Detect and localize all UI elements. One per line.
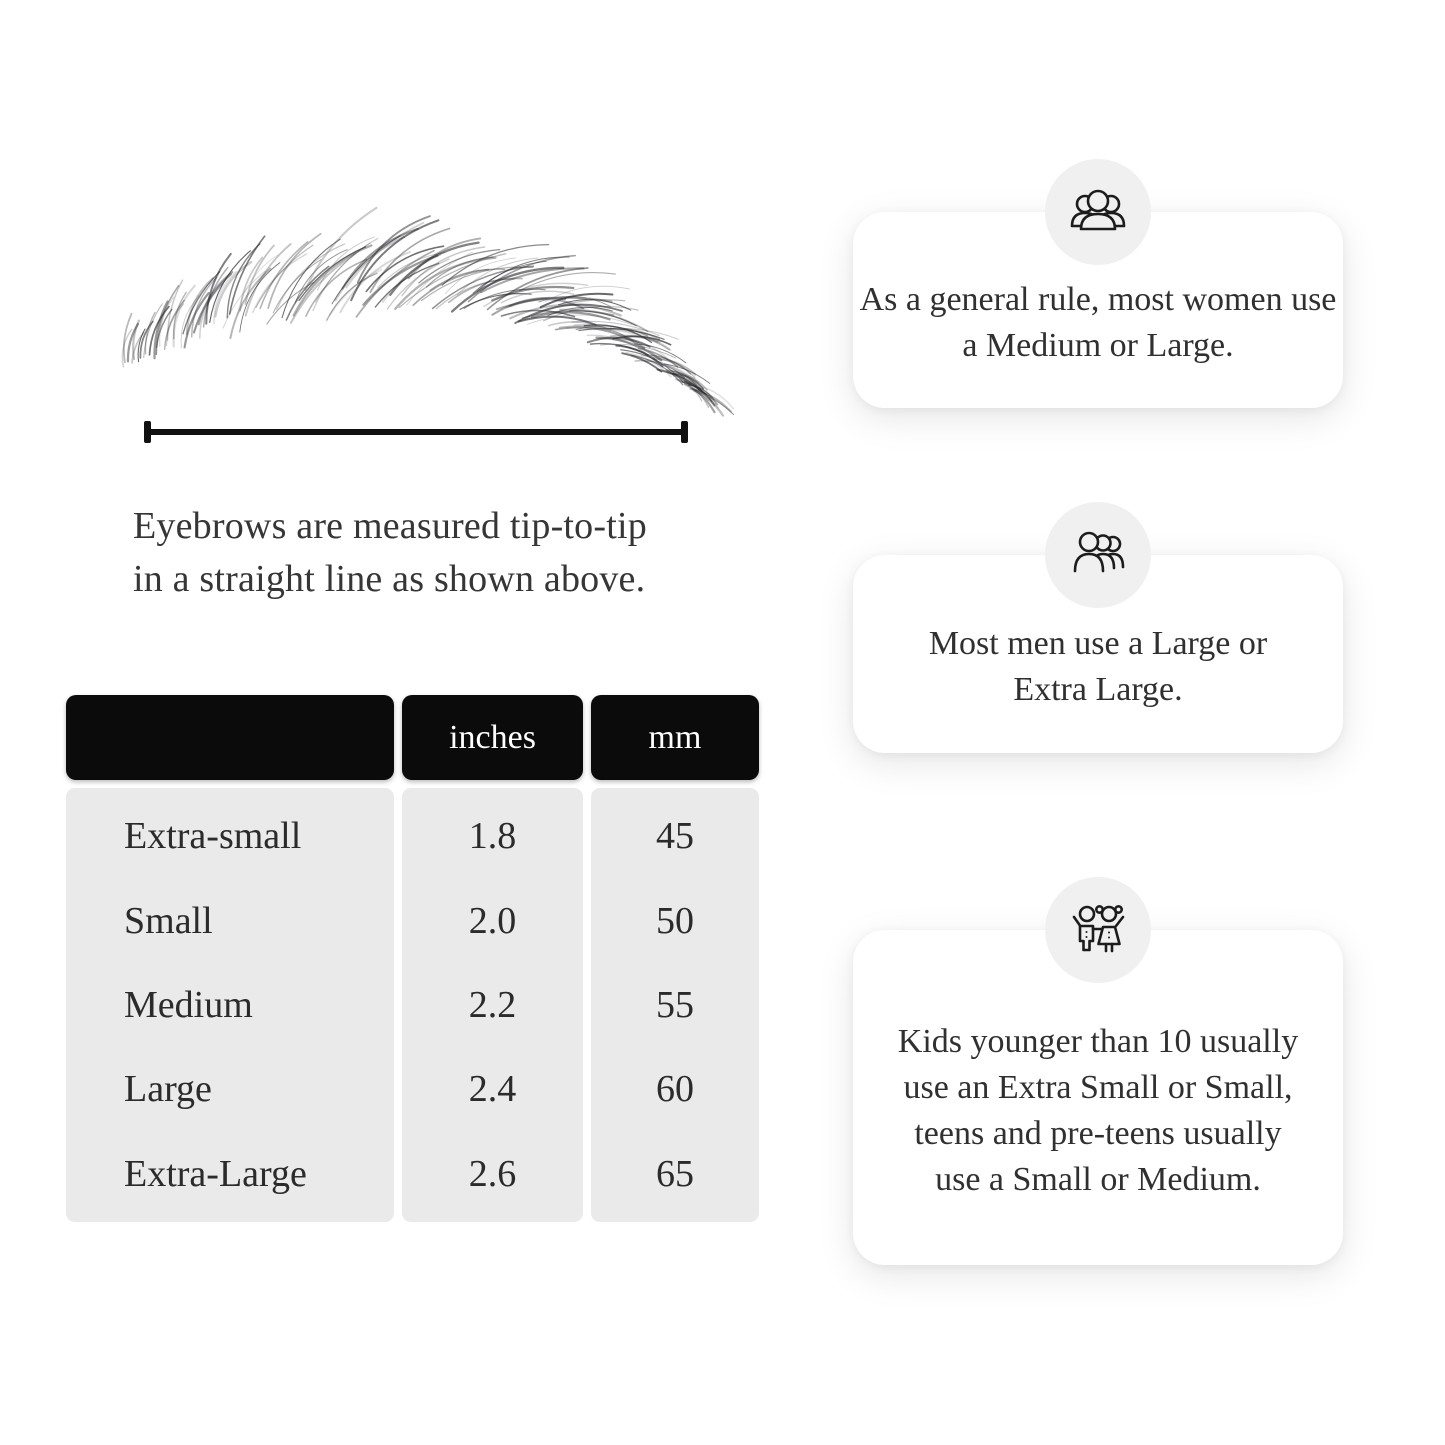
tip-text-kids: Kids younger than 10 usually use an Extr… bbox=[897, 1022, 1299, 1198]
measurement-line-right-cap bbox=[681, 421, 688, 443]
table-row-label: Medium bbox=[124, 984, 253, 1027]
size-table-mm-column: 45 50 55 60 65 bbox=[591, 788, 759, 1222]
tip-text-women: As a general rule, most women use a Medi… bbox=[859, 281, 1337, 364]
size-table-label-column: Extra-small Small Medium Large Extra-Lar… bbox=[66, 788, 394, 1222]
caption-line-1: Eyebrows are measured tip-to-tip bbox=[133, 505, 647, 547]
table-header-inches: inches bbox=[402, 695, 583, 780]
table-header-name bbox=[66, 695, 394, 780]
tip-card-women: As a general rule, most women use a Medi… bbox=[853, 159, 1343, 408]
table-cell-mm: 45 bbox=[656, 815, 694, 858]
measurement-line-left-cap bbox=[144, 421, 151, 443]
men-group-icon bbox=[1045, 502, 1151, 608]
table-cell-inches: 1.8 bbox=[468, 815, 517, 858]
table-cell-inches: 2.0 bbox=[468, 899, 517, 942]
measurement-caption: Eyebrows are measured tip-to-tip in a st… bbox=[133, 500, 743, 606]
table-cell-inches: 2.2 bbox=[468, 984, 517, 1027]
tip-card-kids: Kids younger than 10 usually use an Extr… bbox=[853, 877, 1343, 1265]
table-row-label: Extra-small bbox=[124, 815, 302, 858]
table-cell-inches: 2.4 bbox=[468, 1068, 517, 1111]
table-cell-inches: 2.6 bbox=[468, 1152, 517, 1195]
tip-card-men: Most men use a Large or Extra Large. bbox=[853, 502, 1343, 753]
table-cell-mm: 50 bbox=[656, 899, 694, 942]
caption-line-2: in a straight line as shown above. bbox=[133, 558, 646, 600]
size-table-inches-column: 1.8 2.0 2.2 2.4 2.6 bbox=[402, 788, 583, 1222]
eyebrow-hairs-svg bbox=[121, 206, 735, 417]
size-table-header-row: inches mm bbox=[66, 695, 759, 780]
measurement-line bbox=[145, 429, 688, 435]
eyebrow-illustration bbox=[118, 206, 735, 417]
tip-text-men: Most men use a Large or Extra Large. bbox=[928, 625, 1268, 708]
size-table-body: Extra-small Small Medium Large Extra-Lar… bbox=[66, 788, 759, 1222]
kids-icon bbox=[1045, 877, 1151, 983]
table-row-label: Small bbox=[124, 899, 213, 942]
table-row-label: Large bbox=[124, 1068, 212, 1111]
size-table: inches mm Extra-small Small Medium Large… bbox=[66, 695, 759, 1222]
table-cell-mm: 60 bbox=[656, 1068, 694, 1111]
table-cell-mm: 55 bbox=[656, 984, 694, 1027]
table-cell-mm: 65 bbox=[656, 1152, 694, 1195]
table-header-mm: mm bbox=[591, 695, 759, 780]
table-row-label: Extra-Large bbox=[124, 1152, 307, 1195]
women-group-icon bbox=[1045, 159, 1151, 265]
